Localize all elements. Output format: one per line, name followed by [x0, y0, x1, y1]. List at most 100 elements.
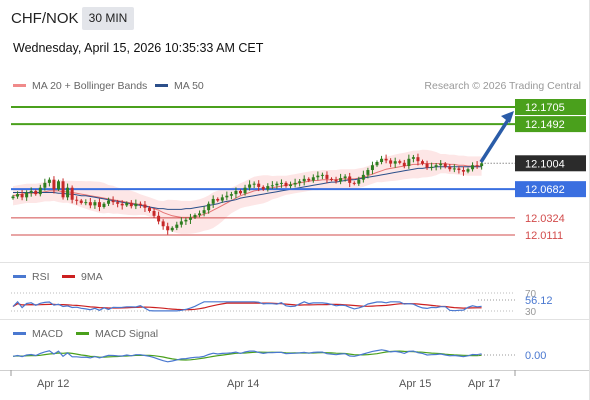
candle-body: [175, 224, 179, 228]
candle-body: [239, 190, 242, 194]
candle-body: [161, 221, 165, 227]
legend-rsi-ma-label: 9MA: [81, 271, 103, 283]
legend-macd-signal-label: MACD Signal: [95, 328, 159, 340]
candle-body: [261, 186, 265, 190]
candle-body: [234, 190, 238, 195]
candle-body: [384, 158, 388, 161]
candle-body: [57, 181, 60, 190]
candle-body: [402, 162, 406, 167]
candle-body: [97, 202, 101, 207]
candle-body: [193, 215, 197, 218]
candle-body: [266, 186, 270, 190]
macd-line: [12, 349, 482, 363]
candle-body: [88, 202, 92, 206]
candle-body: [52, 179, 56, 190]
candle-body: [252, 183, 256, 185]
candle-body: [129, 202, 133, 207]
candle-body: [248, 184, 252, 188]
candle-body: [439, 163, 443, 166]
candle-body: [375, 162, 379, 166]
candle-body: [466, 169, 470, 172]
timeframe-button[interactable]: 30 MIN: [82, 7, 134, 30]
candle-body: [225, 195, 229, 198]
moving-averages: [12, 163, 482, 218]
candle-body: [471, 165, 475, 170]
candle-body: [188, 217, 192, 220]
candle-body: [475, 165, 479, 167]
candles: [11, 153, 484, 235]
candle-body: [148, 207, 151, 211]
candle-body: [61, 181, 65, 198]
candle-body: [143, 204, 147, 208]
resistance-value: 12.1705: [525, 102, 565, 114]
candle-body: [443, 163, 447, 167]
candle-body: [166, 226, 170, 231]
x-axis-label: Apr 12: [37, 378, 69, 390]
candle-body: [398, 161, 402, 163]
candle-body: [393, 161, 397, 164]
candle-body: [25, 192, 29, 198]
candle-body: [125, 202, 129, 206]
candle-body: [361, 174, 365, 180]
pivot-value: 12.0682: [525, 184, 565, 196]
candle-body: [389, 160, 393, 164]
candle-body: [157, 215, 161, 222]
pivot-tag: [515, 181, 586, 198]
candle-body: [170, 227, 174, 231]
legend-macd: MACD: [13, 328, 63, 340]
candle-body: [430, 166, 434, 168]
candle-body: [279, 182, 283, 184]
bollinger-fill: [13, 149, 482, 234]
rsi-value: 56.12: [525, 295, 553, 307]
current-price-value: 12.1004: [525, 158, 565, 170]
legend-macd-label: MACD: [32, 328, 63, 340]
legend-ma20-label: MA 20 + Bollinger Bands: [32, 80, 148, 92]
candle-body: [152, 210, 156, 216]
forecast-arrow-head: [501, 111, 514, 123]
bollinger-bands: [13, 149, 482, 234]
candle-body: [348, 176, 352, 183]
candle-body: [20, 194, 24, 198]
candle-body: [330, 178, 333, 180]
candle-body: [480, 163, 484, 167]
candle-body: [179, 221, 183, 225]
support-value: 12.0324: [525, 213, 565, 225]
level-labels: 12.1705 12.1492 12.1004 12.0682 12.0324 12.01…: [515, 99, 586, 242]
legend-ma50-label: MA 50: [174, 80, 204, 92]
candle-body: [334, 179, 338, 182]
candle-body: [29, 190, 33, 193]
candle-body: [138, 203, 142, 205]
candle-body: [434, 165, 438, 167]
candle-body: [316, 175, 320, 178]
current-price-tag: [515, 155, 586, 172]
candle-body: [220, 197, 224, 201]
rsi-level-70: 70: [525, 289, 537, 300]
candle-body: [343, 176, 347, 179]
candle-body: [448, 166, 452, 170]
candle-body: [411, 157, 415, 159]
candle-body: [452, 168, 456, 170]
legend-rsi-ma: 9MA: [62, 271, 103, 283]
candle-body: [43, 182, 47, 188]
candle-body: [34, 190, 38, 195]
x-axis-label: Apr 17: [468, 378, 500, 390]
candle-body: [416, 157, 420, 162]
resistance-tag: [515, 99, 586, 115]
candle-body: [229, 194, 233, 196]
candle-body: [421, 161, 424, 164]
x-axis-label: Apr 15: [399, 378, 431, 390]
credit-label: Research © 2026 Trading Central: [424, 80, 581, 92]
candle-body: [298, 181, 302, 183]
candle-body: [207, 203, 211, 211]
candle-body: [38, 187, 42, 195]
candle-body: [352, 182, 356, 184]
candle-body: [134, 203, 138, 207]
macd-signal-swatch: [76, 331, 89, 335]
candle-body: [307, 178, 311, 181]
candle-body: [116, 202, 120, 204]
macd-swatch: [13, 331, 26, 335]
candle-body: [320, 174, 324, 176]
legend-rsi-label: RSI: [32, 271, 50, 283]
candle-body: [66, 187, 70, 198]
